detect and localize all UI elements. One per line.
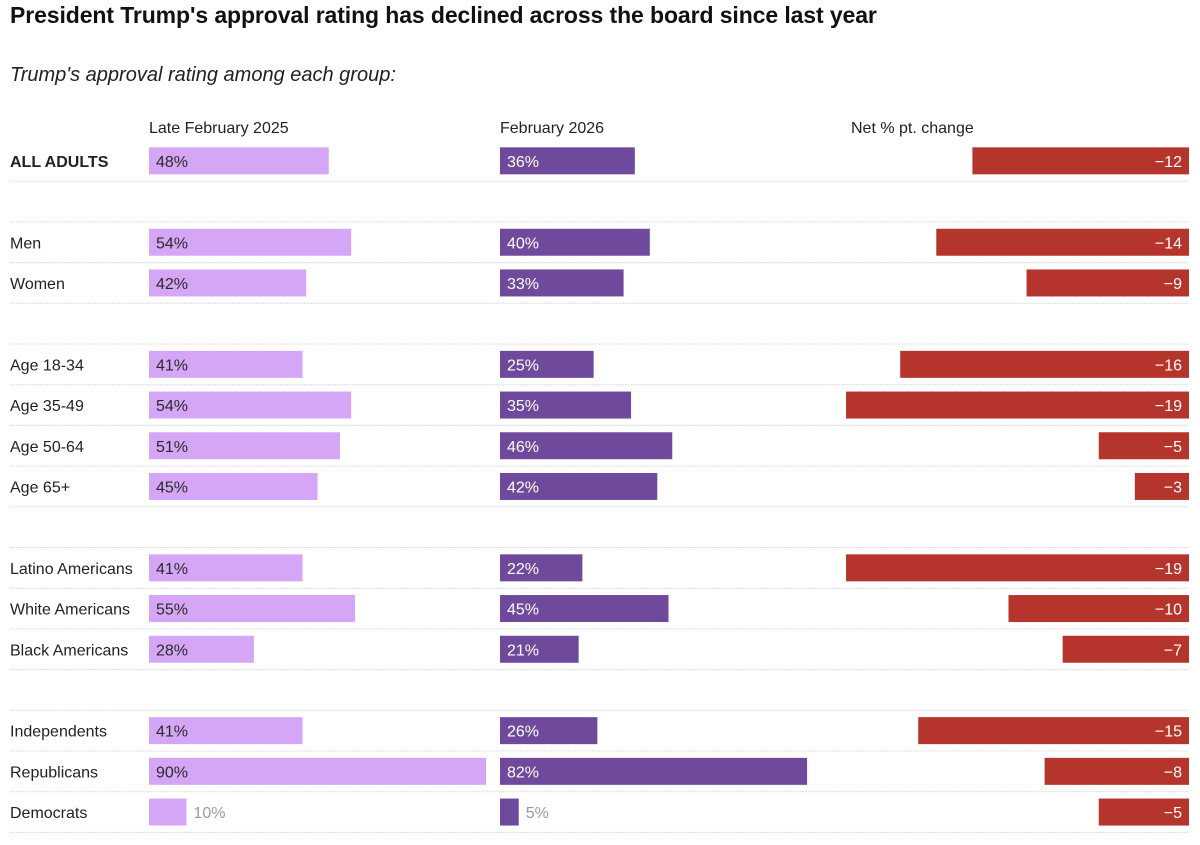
bar-after — [500, 554, 583, 582]
bar-change — [846, 391, 1189, 419]
value-label-after: 36% — [507, 154, 539, 171]
row-label: Democrats — [10, 805, 87, 822]
value-label-after: 22% — [507, 561, 539, 578]
bar-change — [1062, 635, 1189, 663]
value-label-before: 10% — [193, 805, 225, 822]
row-label: ALL ADULTS — [10, 154, 109, 171]
bar-change — [846, 554, 1189, 582]
bar-before — [149, 269, 307, 297]
value-label-after: 82% — [507, 764, 539, 781]
bar-before — [149, 472, 318, 500]
bar-before — [149, 757, 487, 785]
bar-change — [936, 228, 1189, 256]
bar-before — [149, 147, 329, 175]
bar-before — [149, 228, 352, 256]
value-label-before: 41% — [156, 357, 188, 374]
row-label: Men — [10, 235, 41, 252]
row-label: Age 50-64 — [10, 439, 84, 456]
value-label-before: 90% — [156, 764, 188, 781]
bar-after — [500, 717, 598, 745]
bar-after — [500, 472, 658, 500]
row-label: Black Americans — [10, 642, 128, 659]
row-label: White Americans — [10, 602, 130, 619]
value-label-after: 40% — [507, 235, 539, 252]
value-label-after: 46% — [507, 439, 539, 456]
bar-before — [149, 350, 303, 378]
value-label-change: −19 — [1155, 398, 1182, 415]
bar-change — [900, 350, 1189, 378]
value-label-change: −9 — [1164, 276, 1182, 293]
value-label-after: 5% — [526, 805, 549, 822]
value-label-before: 42% — [156, 276, 188, 293]
bar-before — [149, 798, 187, 826]
value-label-change: −5 — [1164, 439, 1182, 456]
bar-after — [500, 269, 624, 297]
value-label-change: −5 — [1164, 805, 1182, 822]
row-label: Independents — [10, 724, 107, 741]
bar-change — [1026, 269, 1189, 297]
value-label-before: 45% — [156, 479, 188, 496]
bar-before — [149, 595, 355, 623]
bar-after — [500, 432, 673, 460]
value-label-after: 35% — [507, 398, 539, 415]
value-label-change: −8 — [1164, 764, 1182, 781]
value-label-change: −12 — [1155, 154, 1182, 171]
column-header-before: Late February 2025 — [149, 120, 289, 137]
chart-title: President Trump's approval rating has de… — [10, 2, 877, 28]
bar-change — [1044, 757, 1189, 785]
value-label-change: −14 — [1155, 235, 1182, 252]
bar-change — [918, 717, 1189, 745]
value-label-before: 41% — [156, 724, 188, 741]
bar-change — [1098, 798, 1189, 826]
bar-change — [1134, 472, 1189, 500]
bar-before — [149, 635, 254, 663]
value-label-before: 48% — [156, 154, 188, 171]
value-label-change: −3 — [1164, 479, 1182, 496]
value-label-before: 54% — [156, 235, 188, 252]
column-header-after: February 2026 — [500, 120, 605, 137]
value-label-before: 51% — [156, 439, 188, 456]
row-label: Republicans — [10, 764, 98, 781]
bar-after — [500, 147, 635, 175]
bar-before — [149, 391, 352, 419]
value-label-before: 55% — [156, 602, 188, 619]
value-label-after: 25% — [507, 357, 539, 374]
row-label: Age 65+ — [10, 479, 70, 496]
bar-change — [1008, 595, 1189, 623]
bar-after — [500, 595, 669, 623]
value-label-before: 41% — [156, 561, 188, 578]
bar-after — [500, 757, 808, 785]
value-label-change: −19 — [1155, 561, 1182, 578]
bar-change — [972, 147, 1189, 175]
bar-before — [149, 554, 303, 582]
bar-after — [500, 228, 650, 256]
bar-change — [1098, 432, 1189, 460]
row-label: Latino Americans — [10, 561, 133, 578]
column-header-change: Net % pt. change — [851, 120, 974, 137]
value-label-change: −7 — [1164, 642, 1182, 659]
row-label: Age 18-34 — [10, 357, 84, 374]
value-label-after: 21% — [507, 642, 539, 659]
bar-before — [149, 717, 303, 745]
value-label-after: 33% — [507, 276, 539, 293]
row-label: Age 35-49 — [10, 398, 84, 415]
bar-before — [149, 432, 340, 460]
value-label-after: 45% — [507, 602, 539, 619]
bar-after — [500, 635, 579, 663]
bar-after — [500, 391, 632, 419]
value-label-before: 28% — [156, 642, 188, 659]
row-label: Women — [10, 276, 65, 293]
value-label-change: −10 — [1155, 602, 1182, 619]
value-label-after: 42% — [507, 479, 539, 496]
bar-after — [500, 350, 594, 378]
value-label-change: −15 — [1155, 724, 1182, 741]
bar-after — [500, 798, 519, 826]
value-label-after: 26% — [507, 724, 539, 741]
chart-subtitle: Trump's approval rating among each group… — [10, 64, 396, 86]
value-label-change: −16 — [1155, 357, 1182, 374]
value-label-before: 54% — [156, 398, 188, 415]
